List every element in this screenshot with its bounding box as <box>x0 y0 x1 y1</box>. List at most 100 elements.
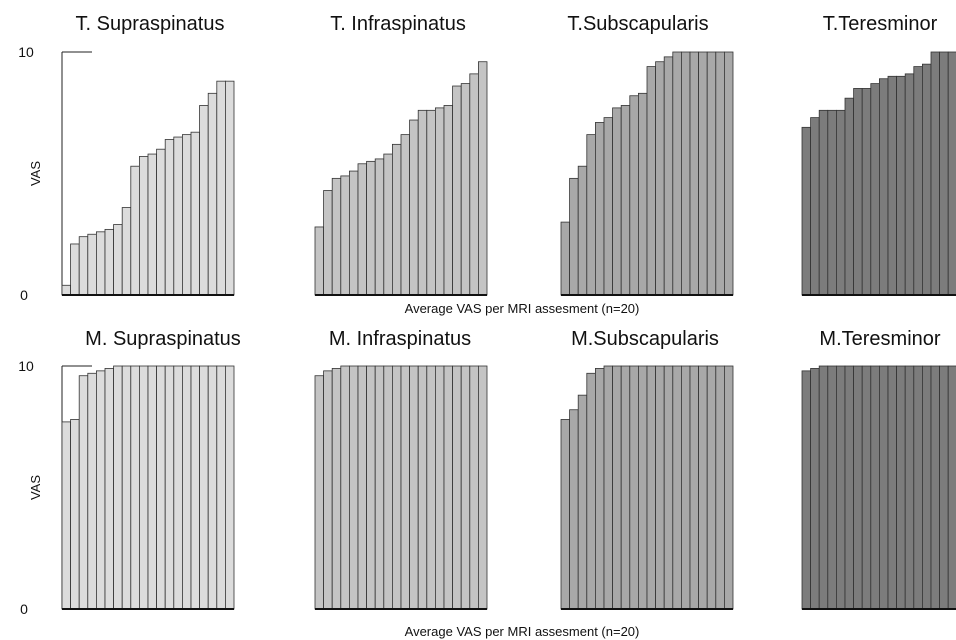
bar <box>383 153 393 296</box>
bar <box>818 365 829 610</box>
y-tick-label-0: 0 <box>20 287 28 303</box>
bar <box>887 75 898 296</box>
bar <box>314 226 325 296</box>
bar <box>78 236 89 296</box>
bar <box>366 365 376 610</box>
bar <box>715 365 725 610</box>
bar <box>426 109 436 296</box>
bar <box>156 365 166 610</box>
bar <box>357 365 368 610</box>
bar <box>672 365 682 610</box>
bar <box>443 105 454 296</box>
bar <box>569 177 579 296</box>
bar <box>887 365 898 610</box>
bar <box>173 365 183 610</box>
bar <box>913 66 923 296</box>
bar <box>477 365 488 610</box>
bar <box>147 365 158 610</box>
bar <box>620 105 631 296</box>
bar <box>460 83 471 296</box>
bar <box>603 117 614 296</box>
bar <box>383 365 393 610</box>
bar <box>836 365 846 610</box>
bar <box>595 122 605 296</box>
bar <box>348 365 359 610</box>
bar <box>698 365 708 610</box>
bar <box>577 394 588 610</box>
group-title: M. Infraspinatus <box>329 328 471 350</box>
bar <box>586 372 596 610</box>
bar <box>603 365 614 610</box>
bar <box>434 365 445 610</box>
group-title: T. Supraspinatus <box>76 13 225 35</box>
bar <box>70 419 80 610</box>
bar <box>87 372 97 610</box>
bar <box>827 109 837 296</box>
bar <box>861 365 872 610</box>
bar <box>104 368 115 610</box>
bar <box>586 134 596 296</box>
bar <box>870 83 880 296</box>
bar <box>417 109 428 296</box>
bar <box>698 51 708 296</box>
bar <box>181 134 192 296</box>
bar <box>207 92 218 296</box>
bar <box>113 224 123 296</box>
bar <box>904 73 915 296</box>
bar <box>663 365 674 610</box>
bar <box>87 233 97 296</box>
bar <box>121 207 132 296</box>
bar <box>409 119 419 296</box>
group-title: M.Teresminor <box>819 328 940 350</box>
y-axis-label: VAS <box>28 475 43 500</box>
bar <box>224 80 235 296</box>
bar <box>939 51 949 296</box>
bar <box>629 365 639 610</box>
x-axis-label: Average VAS per MRI assesment (n=20) <box>405 301 640 316</box>
bar <box>922 365 932 610</box>
bar <box>391 365 402 610</box>
bar <box>469 365 479 610</box>
bar <box>400 365 411 610</box>
bar <box>207 365 218 610</box>
bar <box>181 365 192 610</box>
bar <box>560 419 571 610</box>
bar <box>164 139 175 296</box>
bar <box>724 51 734 296</box>
bar <box>460 365 471 610</box>
bar <box>96 370 106 610</box>
bar <box>629 95 639 296</box>
bar <box>638 92 648 296</box>
bar <box>681 365 691 610</box>
x-axis-label: Average VAS per MRI assesment (n=20) <box>405 624 640 639</box>
bar <box>836 109 846 296</box>
bar <box>340 175 350 296</box>
bar <box>827 365 837 610</box>
bar <box>689 365 700 610</box>
bar <box>801 126 812 296</box>
bar <box>879 78 889 296</box>
bar <box>947 365 956 610</box>
group-title: T.Teresminor <box>823 13 938 35</box>
bar <box>391 143 402 296</box>
bar <box>569 409 579 610</box>
bar <box>896 75 906 296</box>
bar <box>715 51 725 296</box>
bar <box>400 134 411 296</box>
bar <box>138 156 149 296</box>
bar <box>922 63 932 296</box>
bar <box>443 365 454 610</box>
bar <box>706 51 717 296</box>
y-tick-label-0: 0 <box>20 601 28 617</box>
bar <box>164 365 175 610</box>
bar <box>947 51 956 296</box>
group-title: T.Subscapularis <box>567 13 708 35</box>
bar <box>366 160 376 296</box>
bar <box>930 51 941 296</box>
bar <box>156 148 166 296</box>
bar <box>104 228 115 296</box>
bar <box>426 365 436 610</box>
bar <box>870 365 880 610</box>
bar <box>577 165 588 296</box>
